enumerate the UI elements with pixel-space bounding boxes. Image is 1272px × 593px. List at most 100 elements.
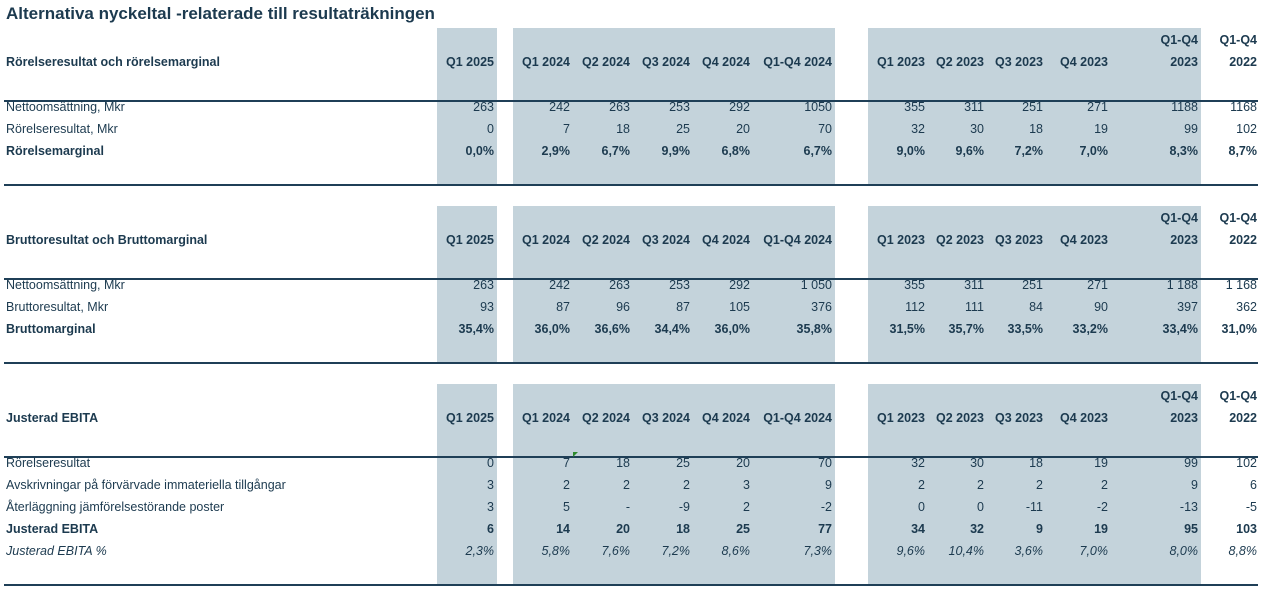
table-cell: 70 xyxy=(818,456,832,470)
column-header: Q1-Q4 2024 xyxy=(763,411,832,425)
table-cell: 355 xyxy=(904,278,925,292)
row-label: Återläggning jämförelsestörande poster xyxy=(6,500,225,514)
header-rule xyxy=(4,100,1258,102)
table-cell: 3,6% xyxy=(1014,544,1044,558)
column-header: Q3 2023 xyxy=(995,233,1043,247)
table-cell: 70 xyxy=(818,122,832,136)
table-cell: 99 xyxy=(1184,122,1198,136)
column-header: Q1 2023 xyxy=(877,233,925,247)
q1q4-label: Q1-Q4 xyxy=(1160,389,1198,403)
column-header: Q1 2024 xyxy=(522,411,570,425)
table-cell: 111 xyxy=(964,300,984,314)
table-cell: 10,4% xyxy=(948,544,984,558)
table-cell: 25 xyxy=(676,456,690,470)
column-header: Q3 2024 xyxy=(642,233,690,247)
table-cell: 31,5% xyxy=(889,322,925,336)
table-cell: 376 xyxy=(811,300,832,314)
column-header: Q3 2024 xyxy=(642,55,690,69)
table-cell: 18 xyxy=(616,456,630,470)
column-header: Q1-Q4 2024 xyxy=(763,55,832,69)
table-cell: 102 xyxy=(1236,456,1257,470)
table-cell: 7 xyxy=(563,122,570,136)
table-cell: 18 xyxy=(1029,456,1043,470)
table-cell: 8,8% xyxy=(1228,544,1258,558)
section-header-label: Justerad EBITA xyxy=(6,411,99,425)
row-label: Justerad EBITA % xyxy=(6,544,107,558)
column-header: Q1 2025 xyxy=(446,411,494,425)
table-cell: 9,6% xyxy=(896,544,926,558)
row-label: Bruttoresultat, Mkr xyxy=(6,300,109,314)
column-band xyxy=(437,28,497,184)
table-cell: 6 xyxy=(1250,478,1257,492)
table-cell: 84 xyxy=(1029,300,1043,314)
table-cell: 35,8% xyxy=(796,322,832,336)
table-cell: 35,4% xyxy=(458,322,494,336)
table-cell: 2 xyxy=(1036,478,1043,492)
table-cell: 7,0% xyxy=(1079,144,1109,158)
table-cell: 362 xyxy=(1236,300,1257,314)
column-header: Q3 2023 xyxy=(995,411,1043,425)
column-header: 2023 xyxy=(1170,411,1198,425)
table-cell: 7,6% xyxy=(601,544,631,558)
table-cell: 292 xyxy=(729,100,750,114)
table-cell: 263 xyxy=(473,278,494,292)
table-cell: 9,6% xyxy=(955,144,985,158)
table-cell: 112 xyxy=(905,300,925,314)
table-cell: 0,0% xyxy=(465,144,495,158)
column-header: Q4 2024 xyxy=(702,233,750,247)
table-cell: 25 xyxy=(676,122,690,136)
column-header: Q1 2024 xyxy=(522,55,570,69)
section-bottom-rule xyxy=(4,584,1258,586)
table-cell: 2 xyxy=(623,478,630,492)
table-cell: 6,7% xyxy=(803,144,833,158)
table-cell: 102 xyxy=(1236,122,1257,136)
section-bottom-rule xyxy=(4,362,1258,364)
column-band xyxy=(513,206,835,362)
table-cell: 93 xyxy=(480,300,494,314)
table-cell: 30 xyxy=(970,122,984,136)
table-cell: 8,3% xyxy=(1169,144,1199,158)
table-cell: 0 xyxy=(918,500,925,514)
table-cell: 0 xyxy=(977,500,984,514)
row-label: Avskrivningar på förvärvade immateriella… xyxy=(6,478,286,492)
q1q4-label: Q1-Q4 xyxy=(1219,211,1257,225)
column-header: Q1 2025 xyxy=(446,55,494,69)
column-header: Q2 2024 xyxy=(582,411,630,425)
table-cell: 0 xyxy=(487,122,494,136)
table-cell: 2 xyxy=(1101,478,1108,492)
table-cell: 242 xyxy=(549,278,570,292)
table-cell: 263 xyxy=(473,100,494,114)
table-cell: 19 xyxy=(1094,456,1108,470)
column-header: 2022 xyxy=(1229,233,1257,247)
table-cell: 32 xyxy=(911,122,925,136)
header-rule xyxy=(4,278,1258,280)
table-cell: 87 xyxy=(556,300,570,314)
table-cell: -11 xyxy=(1025,500,1043,514)
table-cell: 311 xyxy=(964,100,984,114)
table-cell: 355 xyxy=(904,100,925,114)
table-cell: 2 xyxy=(563,478,570,492)
column-header: Q3 2024 xyxy=(642,411,690,425)
table-cell: 8,7% xyxy=(1228,144,1258,158)
comment-indicator-icon xyxy=(573,452,578,457)
table-cell: 18 xyxy=(676,522,690,536)
table-cell: 20 xyxy=(736,122,750,136)
table-cell: -2 xyxy=(820,500,832,514)
row-label: Rörelseresultat, Mkr xyxy=(6,122,118,136)
column-band xyxy=(513,28,835,184)
table-cell: 1 168 xyxy=(1225,278,1257,292)
table-cell: 7,0% xyxy=(1079,544,1109,558)
table-cell: - xyxy=(625,500,630,514)
column-header: Q4 2023 xyxy=(1060,55,1108,69)
table-cell: 99 xyxy=(1184,456,1198,470)
header-rule xyxy=(4,456,1258,458)
column-band xyxy=(868,384,1201,584)
column-header: Q2 2024 xyxy=(582,233,630,247)
table-cell: 9 xyxy=(1191,478,1198,492)
table-cell: 1050 xyxy=(804,100,832,114)
table-cell: 271 xyxy=(1087,100,1108,114)
table-cell: -5 xyxy=(1245,500,1257,514)
table-cell: 8,0% xyxy=(1169,544,1199,558)
table-cell: 9,0% xyxy=(896,144,926,158)
table-cell: 1188 xyxy=(1171,100,1198,114)
